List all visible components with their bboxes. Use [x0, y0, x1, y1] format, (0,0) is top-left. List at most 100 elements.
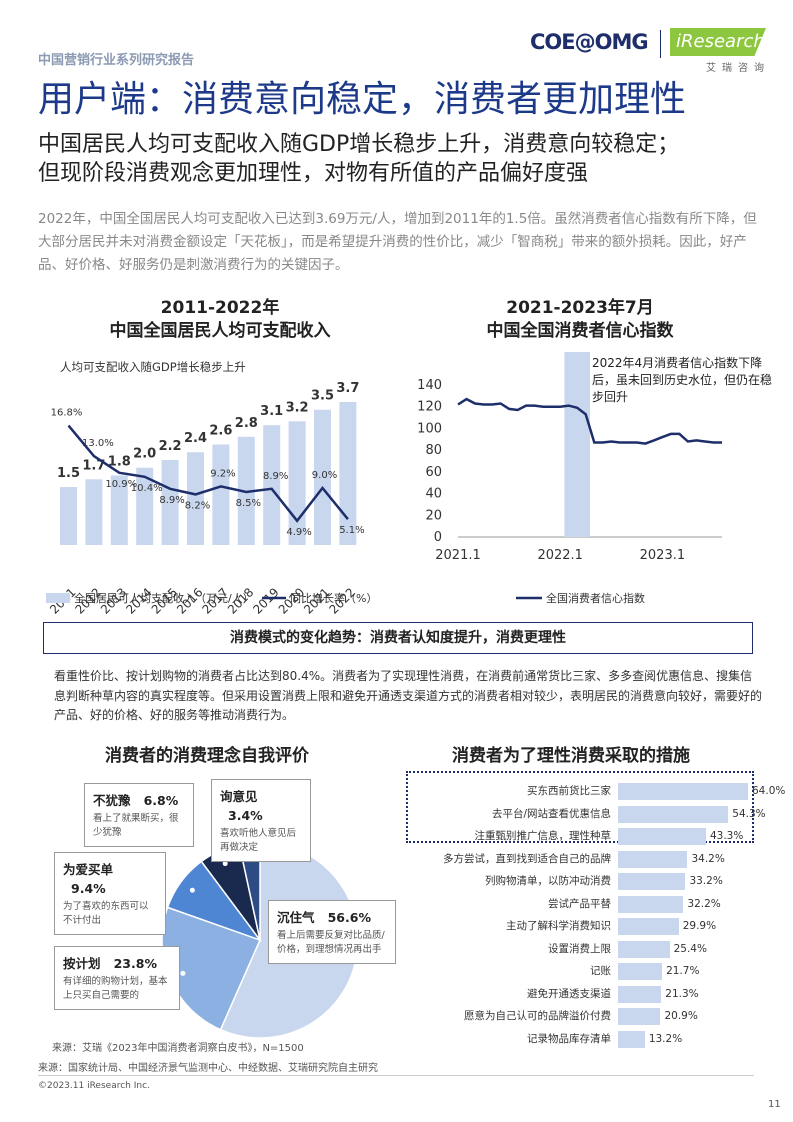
confidence-y-tick: 0: [434, 530, 442, 545]
measure-bar: [618, 985, 662, 1003]
confidence-x-tick: 2022.1: [537, 548, 583, 563]
measure-value: 25.4%: [673, 942, 707, 955]
growth-label: 10.9%: [105, 479, 137, 490]
pie-card-anjihua-name: 按计划: [63, 956, 101, 971]
measure-value: 34.2%: [691, 852, 725, 865]
pie-card-buyouyu-name: 不犹豫: [93, 793, 131, 808]
growth-label: 8.9%: [159, 495, 184, 506]
measure-label: 避免开通透支渠道: [527, 987, 611, 1000]
income-chart-title: 2011-2022年 中国全国居民人均可支配收入: [60, 297, 380, 343]
growth-label: 8.5%: [236, 498, 261, 509]
legend-bar-label: 全国居民可人均支配收入（万元/人）: [74, 591, 254, 605]
measure-label: 多方尝试，直到找到适合自己的品牌: [443, 852, 611, 865]
measure-label: 主动了解科学消费知识: [506, 920, 611, 932]
coe-omg-logo: COE@OMG: [530, 30, 649, 54]
income-bar-label: 2.4: [184, 431, 207, 446]
income-bar-label: 2.2: [159, 439, 182, 454]
growth-label: 9.2%: [210, 468, 235, 479]
measure-value: 32.2%: [687, 897, 721, 910]
measure-value: 29.9%: [682, 920, 717, 932]
pie-card-weiaimaidan-desc: 为了喜欢的东西可以不计付出: [63, 901, 149, 926]
confidence-chart: 0 20 40 60 80 100 120 140 2021.1 2022.1 2023.1 全国消费…: [417, 352, 722, 605]
pie-card-weiaimaidan-value: 9.4%: [71, 881, 106, 896]
income-bar-label: 2.8: [235, 416, 258, 431]
income-bar: [85, 479, 103, 545]
confidence-chart-title: 2021-2023年7月 中国全国消费者信心指数: [420, 297, 740, 343]
footer-copyright: ©2023.11 iResearch Inc.: [38, 1081, 150, 1091]
measure-label: 尝试产品平替: [548, 897, 611, 910]
intro-paragraph: 2022年，中国全国居民人均可支配收入已达到3.69万元/人，增加到2011年的…: [38, 211, 757, 273]
legend-line-label: 同比增长率（%）: [290, 591, 377, 605]
measure-bar: [618, 850, 688, 868]
confidence-y-tick: 100: [417, 421, 442, 436]
measure-bar: [618, 873, 686, 890]
income-bar-label: 3.1: [260, 404, 283, 419]
growth-label: 13.0%: [82, 438, 114, 449]
growth-label: 5.1%: [339, 525, 364, 536]
income-bar-label: 1.7: [82, 458, 105, 473]
measures-section-title: 消费者为了理性消费采取的措施: [452, 746, 690, 766]
footer-source: 来源：国家统计局、中国经济景气监测中心、中经数据、艾瑞研究院自主研究: [38, 1063, 378, 1074]
confidence-line: [457, 397, 722, 445]
trend-band-body: 看重性价比、按计划购物的消费者占比达到80.4%。消费者为了实现理性消费，在消费…: [54, 669, 763, 722]
trend-band-title: 消费模式的变化趋势：消费者认知度提升，消费更理性: [43, 622, 753, 654]
income-bar-label: 3.5: [311, 389, 334, 404]
confidence-x-tick: 2023.1: [640, 548, 686, 563]
series-label: 中国营销行业系列研究报告: [38, 53, 195, 68]
income-chart-title-line1: 2011-2022年: [160, 298, 280, 318]
page-title: 用户端：消费意向稳定，消费者更加理性: [38, 79, 687, 120]
income-bar: [110, 475, 128, 545]
measure-bar: [618, 918, 679, 935]
income-x-tick: 2019: [250, 585, 281, 615]
measures-highlight-box: [406, 771, 754, 843]
iresearch-logo: iResearch: [670, 28, 766, 56]
confidence-y-tick: 40: [425, 487, 442, 502]
income-bar: [161, 459, 179, 545]
measure-value: 20.9%: [664, 1010, 698, 1022]
measure-label: 愿意为自己认可的品牌溢价付费: [464, 1010, 611, 1022]
growth-label: 16.8%: [51, 408, 83, 419]
pie-card-xunyijian-name: 询意见: [220, 789, 258, 804]
measure-bar: [618, 1030, 645, 1048]
income-bar: [263, 425, 281, 545]
income-bar: [187, 452, 204, 545]
growth-label: 10.4%: [131, 483, 163, 494]
confidence-y-tick: 60: [425, 465, 442, 480]
growth-label: 8.2%: [185, 500, 210, 511]
pie-leader-dot: [180, 970, 186, 976]
pie-card-buyouyu-value: 6.8%: [143, 793, 179, 808]
confidence-y-tick: 20: [425, 508, 442, 523]
measure-bar: [618, 940, 670, 958]
income-bar-label: 3.2: [286, 400, 309, 415]
confidence-highlight: [564, 352, 590, 537]
confidence-y-tick: 120: [417, 400, 442, 415]
iresearch-logo-subtitle: 艾瑞咨询: [706, 63, 770, 74]
measure-value: 13.2%: [648, 1032, 683, 1045]
pie-card-chenzhuqi-value: 56.6%: [327, 910, 371, 925]
measure-value: 33.2%: [689, 875, 723, 887]
legend-bar-swatch: [46, 593, 70, 603]
confidence-y-tick: 140: [417, 378, 442, 393]
pie-card-buyouyu-desc: 看上了就果断买，很少犹豫: [93, 813, 179, 838]
measure-bar: [618, 963, 663, 980]
page-number: 11: [768, 1099, 781, 1110]
confidence-legend-label: 全国消费者信心指数: [546, 591, 645, 605]
pie-card-anjihua-desc: 有详细的购物计划，基本上只买自己需要的: [63, 976, 168, 1001]
pie-card-buyouyu: 不犹豫 6.8% 看上了就果断买，很少犹豫: [84, 783, 194, 847]
subtitle-line-2: 但现阶段消费观念更加理性，对物有所值的产品偏好度强: [38, 161, 589, 186]
pie-card-chenzhuqi-desc: 看上后需要反复对比品质/价格，到理想情况再出手: [277, 930, 385, 955]
pie-card-anjihua-value: 23.8%: [113, 956, 157, 971]
income-bar-label: 1.5: [57, 466, 80, 481]
income-chart-title-line2: 中国全国居民人均可支配收入: [109, 321, 331, 341]
footer-divider: [38, 1075, 754, 1076]
growth-label: 8.9%: [263, 471, 288, 482]
pie-card-xunyijian-desc: 喜欢听他人意见后再做决定: [220, 828, 297, 853]
measure-label: 设置消费上限: [548, 942, 611, 955]
logo-divider: [660, 30, 661, 58]
income-bar: [339, 402, 357, 545]
confidence-annotation: 2022年4月消费者信心指数下降后，虽未回到历史水位，但仍在稳步回升: [592, 356, 773, 404]
measure-bar: [618, 895, 684, 913]
income-bar: [314, 409, 331, 545]
pie-card-chenzhuqi: 沉住气 56.6% 看上后需要反复对比品质/价格，到理想情况再出手: [268, 900, 396, 964]
confidence-chart-title-line2: 中国全国消费者信心指数: [486, 321, 674, 341]
